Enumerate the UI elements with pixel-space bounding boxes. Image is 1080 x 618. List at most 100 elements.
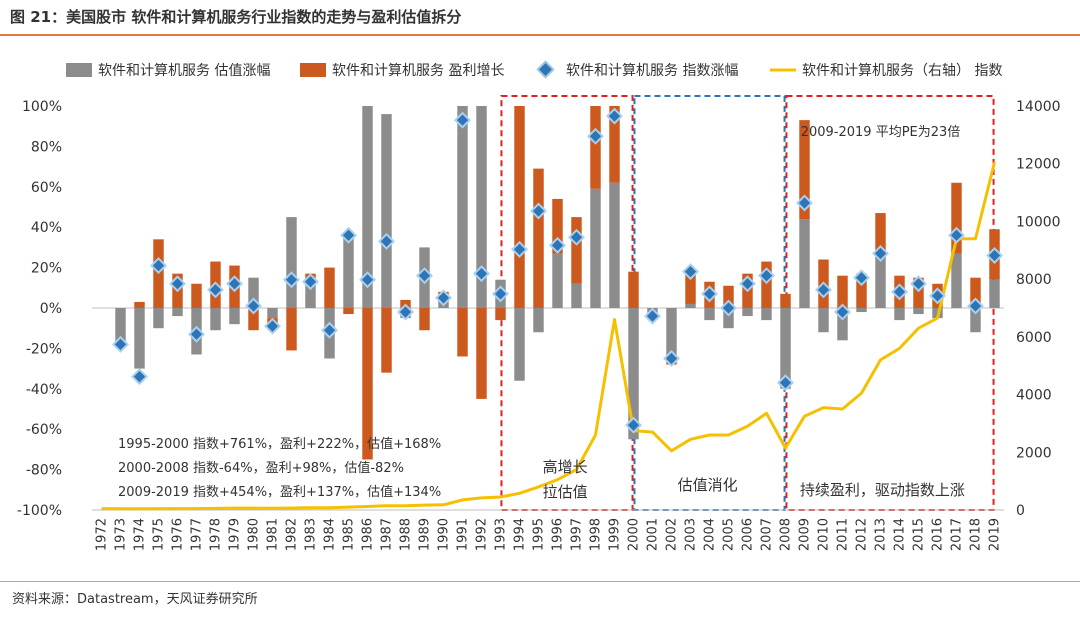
earnings-bar xyxy=(609,106,620,183)
legend-label-3: 软件和计算机服务（右轴） 指数 xyxy=(802,63,1002,79)
x-tick-label: 1996 xyxy=(551,518,566,551)
valuation-bar xyxy=(476,106,487,308)
left-tick-label: -100% xyxy=(17,503,62,519)
x-tick-label: 1992 xyxy=(475,518,490,551)
earnings-bar xyxy=(248,308,259,331)
index-change-marker xyxy=(872,244,889,262)
index-change-marker xyxy=(777,374,794,392)
index-change-marker xyxy=(625,416,642,434)
valuation-bar xyxy=(115,308,126,345)
figure-title: 图 21：美国股市 软件和计算机服务行业指数的走势与盈利估值拆分 xyxy=(10,8,462,26)
x-tick-label: 2013 xyxy=(874,518,889,551)
index-change-marker xyxy=(245,297,262,315)
valuation-bar xyxy=(286,217,297,308)
valuation-bar xyxy=(514,308,525,381)
bars xyxy=(115,106,1000,460)
earnings-bar xyxy=(134,301,145,308)
source-note: 资料来源：Datastream，天风证券研究所 xyxy=(12,592,258,607)
index-change-marker xyxy=(739,275,756,293)
index-change-marker xyxy=(378,232,395,250)
x-tick-label: 2007 xyxy=(760,518,775,551)
index-change-marker xyxy=(682,263,699,281)
index-change-marker xyxy=(492,285,509,303)
earnings-bar xyxy=(856,273,867,308)
earnings-bar xyxy=(191,283,202,308)
index-change-marker xyxy=(796,194,813,212)
left-tick-label: -20% xyxy=(26,341,62,357)
earnings-bar xyxy=(381,308,392,373)
valuation-bar xyxy=(590,188,601,308)
x-tick-label: 1993 xyxy=(494,518,509,551)
x-tick-label: 1976 xyxy=(171,518,186,551)
x-tick-label: 2018 xyxy=(969,518,984,551)
legend-label-2: 软件和计算机服务 指数涨幅 xyxy=(566,63,738,79)
left-tick-label: -80% xyxy=(26,463,62,479)
left-tick-label: 40% xyxy=(31,220,62,236)
index-change-marker xyxy=(454,111,471,129)
valuation-bar xyxy=(248,277,259,308)
valuation-bar xyxy=(913,308,924,315)
x-tick-label: 1979 xyxy=(228,518,243,551)
valuation-bar xyxy=(628,308,639,440)
x-tick-label: 1997 xyxy=(570,518,585,551)
legend-swatch-2 xyxy=(536,60,555,79)
index-change-marker xyxy=(758,267,775,285)
x-tick-label: 1977 xyxy=(190,518,205,551)
earnings-bar xyxy=(457,308,468,357)
valuation-bar xyxy=(172,308,183,317)
index-change-marker xyxy=(397,303,414,321)
index-change-marker xyxy=(283,271,300,289)
earnings-bar xyxy=(286,308,297,351)
chart: 软件和计算机服务 估值涨幅 软件和计算机服务 盈利增长 软件和计算机服务 指数涨幅 软… xyxy=(17,60,1061,551)
valuation-bar xyxy=(685,303,696,308)
x-tick-label: 1972 xyxy=(95,518,110,551)
valuation-bar xyxy=(875,257,886,308)
index-change-marker xyxy=(302,273,319,291)
valuation-bar xyxy=(305,285,316,308)
earnings-bar xyxy=(590,106,601,189)
x-tick-label: 2016 xyxy=(931,518,946,551)
index-change-marker xyxy=(150,257,167,275)
index-change-marker xyxy=(834,303,851,321)
right-tick-label: 0 xyxy=(1016,503,1025,519)
x-tick-label: 2014 xyxy=(893,518,908,551)
earnings-bar xyxy=(837,275,848,308)
index-change-marker xyxy=(169,275,186,293)
period2-label: 估值消化 xyxy=(678,476,738,494)
x-tick-label: 2002 xyxy=(665,518,680,551)
index-change-marker xyxy=(929,287,946,305)
earnings-bar xyxy=(419,308,430,331)
legend-swatch-1 xyxy=(300,63,326,77)
earnings-bar xyxy=(761,261,772,308)
x-tick-label: 2000 xyxy=(627,518,642,551)
x-tick-label: 1999 xyxy=(608,518,623,551)
x-tick-label: 2019 xyxy=(988,518,1003,551)
legend: 软件和计算机服务 估值涨幅 软件和计算机服务 盈利增长 软件和计算机服务 指数涨幅 软… xyxy=(66,60,1002,79)
index-change-marker xyxy=(131,368,148,386)
x-tick-label: 1982 xyxy=(285,518,300,551)
pe-note: 2009-2019 平均PE为23倍 xyxy=(801,125,961,140)
valuation-bar xyxy=(742,308,753,317)
index-change-marker xyxy=(986,246,1003,264)
earnings-bar xyxy=(685,271,696,304)
earnings-bar xyxy=(476,308,487,399)
earnings-bar xyxy=(951,182,962,254)
x-tick-label: 2011 xyxy=(836,518,851,551)
x-tick-label: 2001 xyxy=(646,518,661,551)
right-tick-label: 4000 xyxy=(1016,388,1052,404)
index-change-marker xyxy=(967,297,984,315)
x-tick-label: 1974 xyxy=(133,518,148,551)
index-change-marker xyxy=(435,289,452,307)
earnings-bar xyxy=(324,267,335,308)
earnings-bar xyxy=(780,293,791,308)
index-change-marker xyxy=(568,228,585,246)
right-tick-label: 8000 xyxy=(1016,272,1052,288)
index-change-marker xyxy=(340,226,357,244)
index-change-marker xyxy=(112,335,129,353)
x-tick-label: 1986 xyxy=(361,518,376,551)
earnings-bar xyxy=(799,120,810,220)
index-change-marker xyxy=(663,350,680,367)
x-tick-label: 1988 xyxy=(399,518,414,551)
x-tick-label: 2005 xyxy=(722,518,737,551)
index-change-marker xyxy=(207,281,224,299)
